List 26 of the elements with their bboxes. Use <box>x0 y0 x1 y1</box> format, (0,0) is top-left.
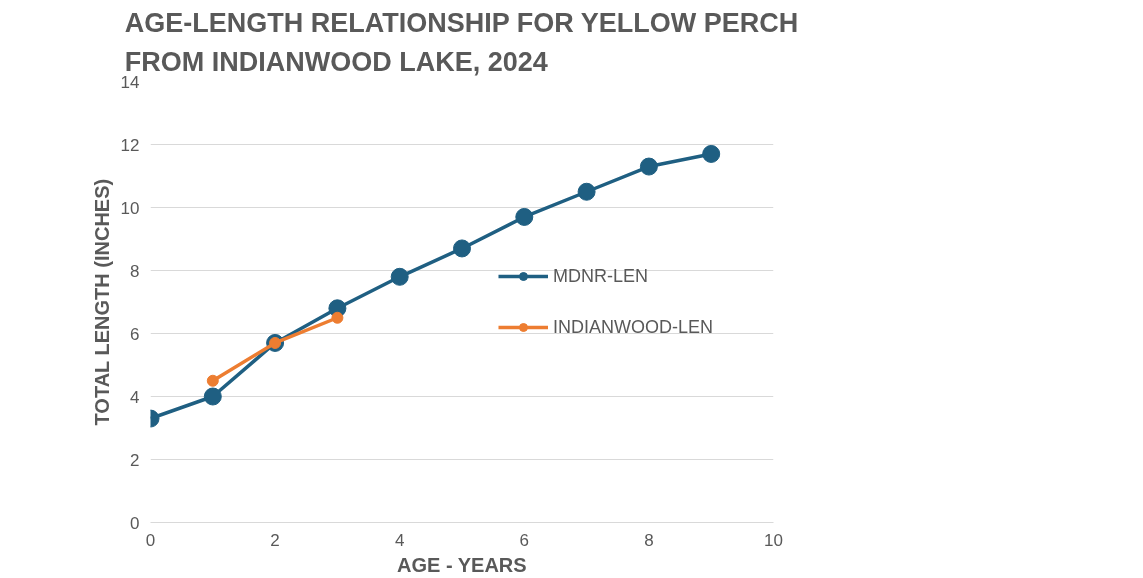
y-tick-label: 6 <box>130 324 140 344</box>
y-tick-label: 4 <box>130 387 140 407</box>
point <box>453 239 471 258</box>
x-tick-label: 0 <box>145 530 156 550</box>
point <box>331 311 344 324</box>
y-tick-label: 8 <box>130 261 140 281</box>
legend-label: MDNR-LEN <box>552 265 648 287</box>
x-tick-label: 6 <box>519 530 530 550</box>
x-tick-label: 10 <box>764 530 783 550</box>
y-axis-title: TOTAL LENGTH (INCHES) <box>90 178 113 426</box>
y-tick-label: 12 <box>120 135 140 155</box>
point <box>515 207 534 226</box>
x-axis-title: AGE - YEARS <box>396 553 527 576</box>
y-tick-label: 0 <box>130 513 140 533</box>
point <box>206 374 219 387</box>
point <box>390 267 409 286</box>
point <box>577 182 596 201</box>
x-tick-label: 4 <box>394 530 405 550</box>
point <box>203 387 222 406</box>
x-tick-label: 2 <box>270 530 280 550</box>
point <box>639 157 658 176</box>
y-tick-label: 2 <box>130 450 140 470</box>
point <box>702 144 721 163</box>
x-tick-label: 8 <box>644 530 654 550</box>
legend-label: INDIANWOOD-LEN <box>552 316 713 338</box>
y-tick-label: 10 <box>120 198 140 218</box>
